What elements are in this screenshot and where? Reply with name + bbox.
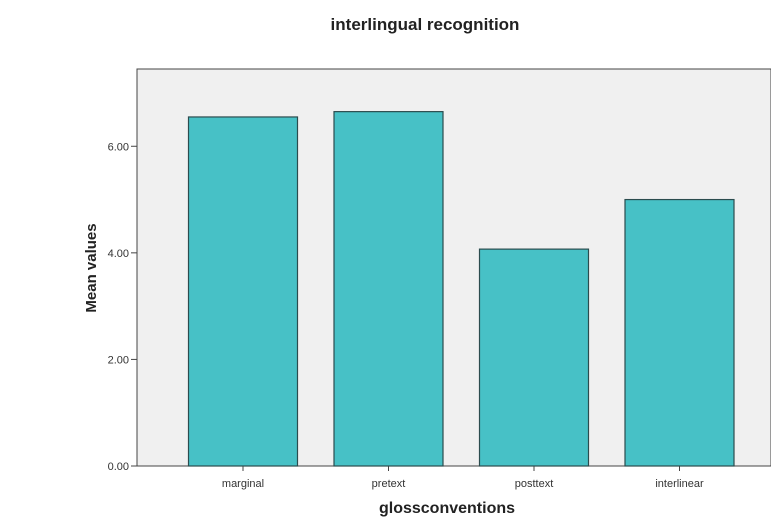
bar-interlinear	[624, 198, 735, 467]
bar-posttext	[478, 248, 590, 467]
y-axis-title: Mean values	[83, 223, 100, 312]
x-tick-label-pretext: pretext	[372, 478, 406, 490]
x-axis-title: glossconventions	[379, 500, 515, 517]
x-tick-label-marginal: marginal	[222, 478, 264, 490]
bar-pretext	[333, 111, 444, 467]
y-tick-label: 2.00	[108, 354, 129, 366]
chart-title: interlingual recognition	[331, 15, 520, 34]
x-tick-label-posttext: posttext	[515, 478, 554, 490]
y-tick-label: 0.00	[108, 461, 129, 473]
x-axis-categories: marginal pretext posttext interlinear	[222, 466, 704, 490]
x-tick-label-interlinear: interlinear	[655, 478, 704, 490]
y-tick-label: 4.00	[108, 248, 129, 260]
bar-marginal	[187, 116, 299, 467]
y-axis-ticks: 0.00 2.00 4.00 6.00	[108, 141, 137, 473]
y-tick-label: 6.00	[108, 141, 129, 153]
